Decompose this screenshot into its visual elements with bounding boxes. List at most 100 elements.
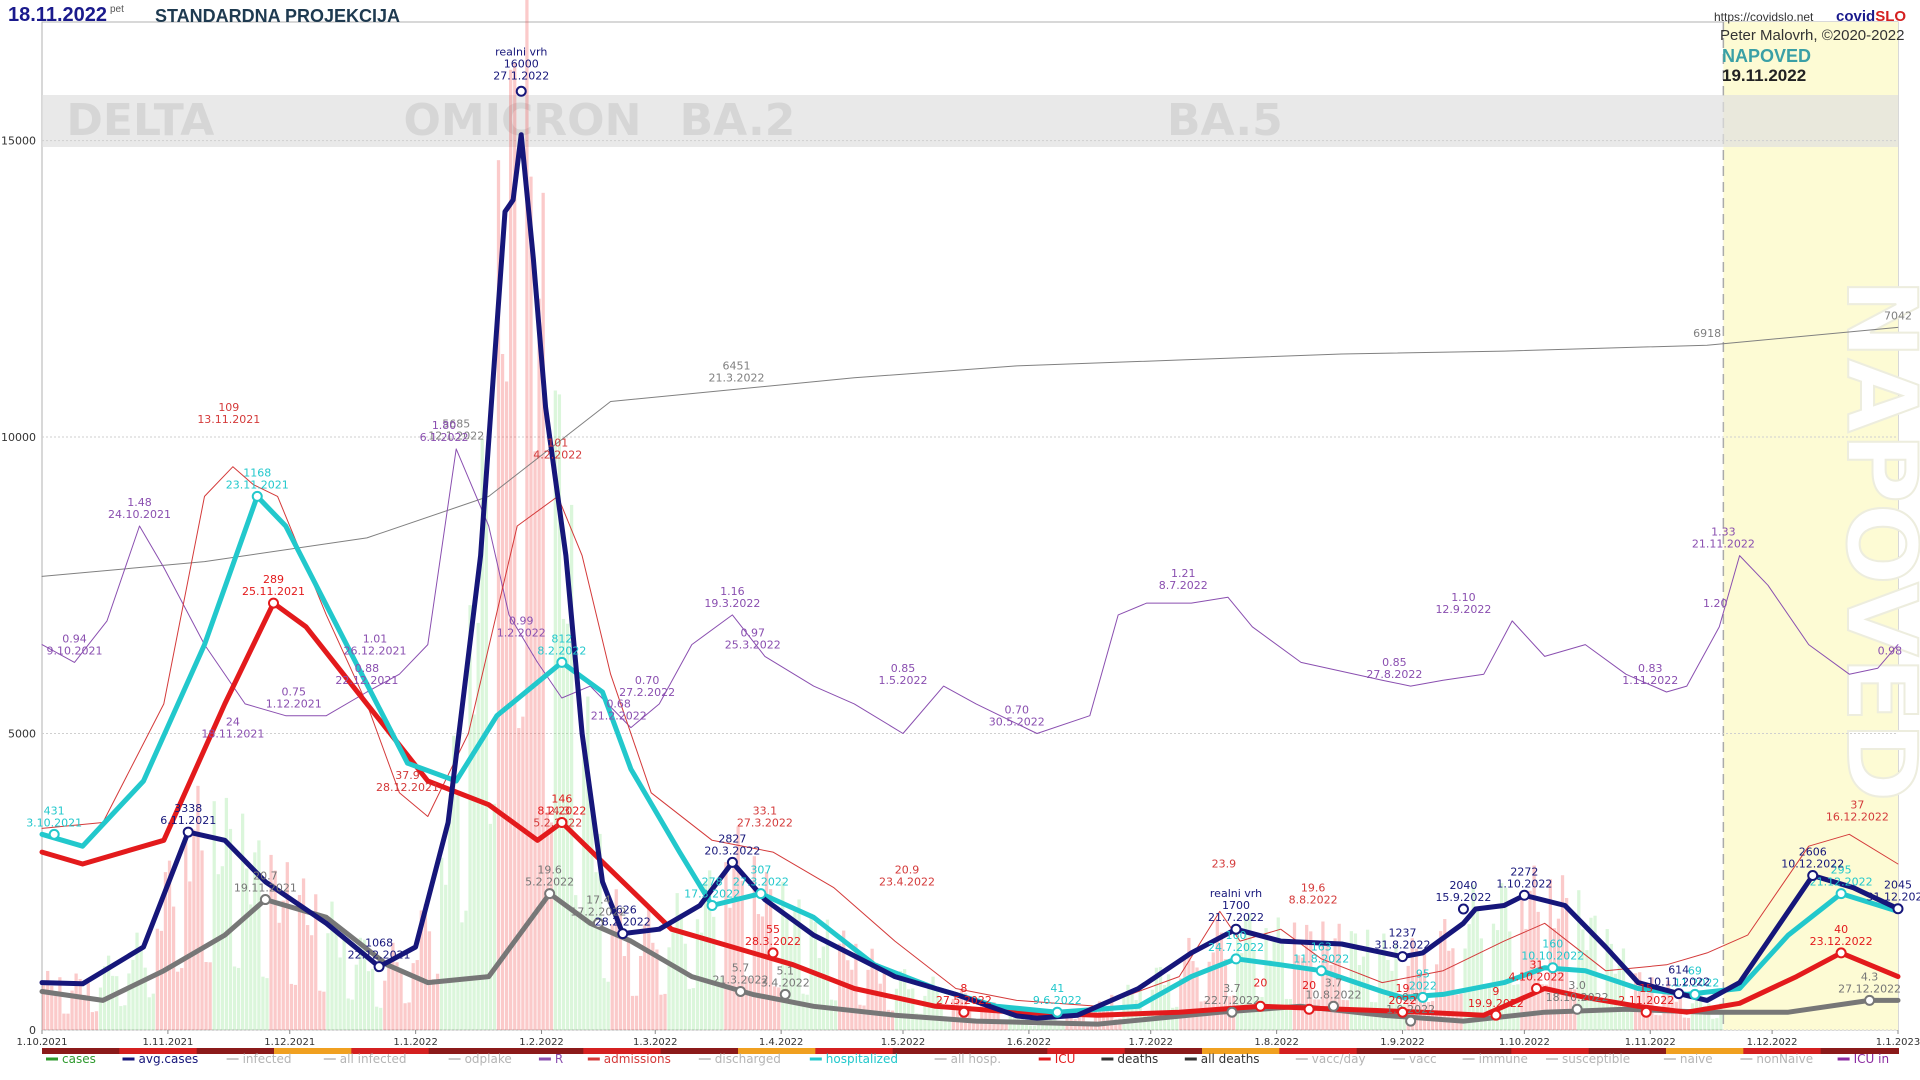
case-bar [744,976,748,1030]
legend-item[interactable]: R [555,1052,563,1066]
period-strip [1356,1048,1435,1054]
label-marker-deaths [735,985,747,997]
case-bar [951,998,955,1030]
data-label-r: 1.10 12.9.2022 [1435,591,1491,616]
case-bar [1341,999,1345,1030]
case-bar [1215,918,1219,1030]
data-label-hosp: 69.11.2022 [1670,964,1719,989]
case-bar [74,973,78,1030]
legend-item[interactable]: infected [243,1052,292,1066]
data-label-r: 0.70 30.5.2022 [989,704,1045,729]
period-strip [970,1048,1049,1054]
data-label-line: 31.12.2022 [1867,891,1920,904]
data-label-line: 31 [1530,958,1544,971]
legend-item[interactable]: all hosp. [951,1052,1001,1066]
data-label-line: 1700 [1222,899,1250,912]
brand-slo: SLO [1875,8,1907,25]
legend-item[interactable]: vacc [1409,1052,1437,1066]
case-bar [545,812,549,1030]
series-line-deaths [39,891,1901,1027]
data-label-deaths: 20.7 19.11.2021 [234,870,297,895]
case-bar [1280,944,1284,1030]
case-bar [70,990,74,1030]
legend-item[interactable]: nonNaive [1756,1052,1813,1066]
data-label-hosp: 163 11.8.2022 [1293,941,1349,966]
data-label-r: 0.83 1.11.2022 [1622,662,1678,687]
case-bar [1195,967,1199,1030]
legend-item[interactable]: odplake [465,1052,512,1066]
data-label-r: 0.85 27.8.2022 [1366,656,1422,681]
case-bar [391,942,395,1030]
data-label-cases: 1626 28.2.2022 [595,904,651,929]
legend-item[interactable]: all deaths [1201,1052,1260,1066]
legend-item[interactable]: deaths [1117,1052,1158,1066]
data-label-cases: 1068 22.12.2021 [348,937,411,962]
legend-item[interactable]: admissions [604,1052,671,1066]
case-bar [1711,1018,1715,1030]
period-strip [660,1048,739,1054]
y-tick-label: 15000 [1,135,36,148]
legend-item[interactable]: hospitalized [826,1052,898,1066]
source-url[interactable]: https://covidslo.net [1714,10,1814,24]
label-marker-deaths [544,888,556,900]
legend-item[interactable]: ICU [1055,1052,1076,1066]
legend-item[interactable]: naive [1680,1052,1713,1066]
case-bar [163,872,168,1030]
data-label-line: 95 [1416,967,1430,980]
case-bar [785,916,789,1030]
case-bar [756,914,761,1030]
case-bar [1357,965,1362,1030]
case-bar [773,986,777,1030]
case-bar [403,1003,407,1030]
legend-item[interactable]: ICU in [1854,1052,1889,1066]
data-label-line: 28.3.2022 [745,935,801,948]
case-bar [444,884,448,1030]
data-label-line: 23.11.2021 [226,478,289,491]
case-bar [1414,948,1418,1030]
peak-marker [515,85,527,97]
case-bar [1719,1002,1723,1030]
label-marker-cases [1807,869,1819,881]
data-label-line: 6918 [1693,327,1721,340]
case-bar [1000,1023,1004,1030]
data-label-line: 4.2.2022 [533,449,582,462]
case-bar [1528,890,1532,1030]
data-label-line: 19.6 [537,864,562,877]
case-bar [1638,972,1642,1030]
case-bar [249,904,253,1030]
label-marker-hosp [1547,962,1559,974]
case-bar [354,964,358,1030]
case-bar [1248,913,1252,1030]
case-bar [1292,922,1297,1030]
data-label-line: 17.2.2022 [570,905,626,918]
case-bar [492,803,497,1030]
data-label-line: 8.8.2022 [1289,893,1338,906]
legend-item[interactable]: vacc/day [1312,1052,1366,1066]
case-bar [634,995,639,1030]
plot-frame [41,21,1899,1031]
case-bar [58,977,62,1030]
case-bar [1207,961,1211,1030]
label-marker-deaths [1571,1003,1583,1015]
case-bar [655,949,659,1030]
variant-label: BA.5 [1167,95,1283,146]
data-label-alldeaths: 7042 [1884,309,1912,322]
legend-item[interactable]: susceptible [1562,1052,1630,1066]
legend-item[interactable]: cases [62,1052,96,1066]
legend-item[interactable]: all infected [340,1052,407,1066]
data-label-line: 3.0 [1568,979,1586,992]
case-bar [598,833,602,1030]
legend-item[interactable]: immune [1479,1052,1528,1066]
legend-item[interactable]: avg.cases [139,1052,199,1066]
data-label-line: 0.68 [606,698,631,711]
data-label-alldeaths: 5685 12.1.2022 [428,418,484,443]
case-bar [1577,890,1581,1030]
data-label-line: 0.97 [740,626,765,639]
data-label-deaths: 3.7 22.7.2022 [1204,982,1260,1007]
case-bar [500,353,505,1031]
data-label-hosp: 41 9.6.2022 [1033,982,1082,1007]
legend-item[interactable]: discharged [715,1052,781,1066]
data-label-line: 146 [551,792,572,805]
projection-title: STANDARDNA PROJEKCIJA [155,6,401,26]
case-bar [415,960,419,1030]
